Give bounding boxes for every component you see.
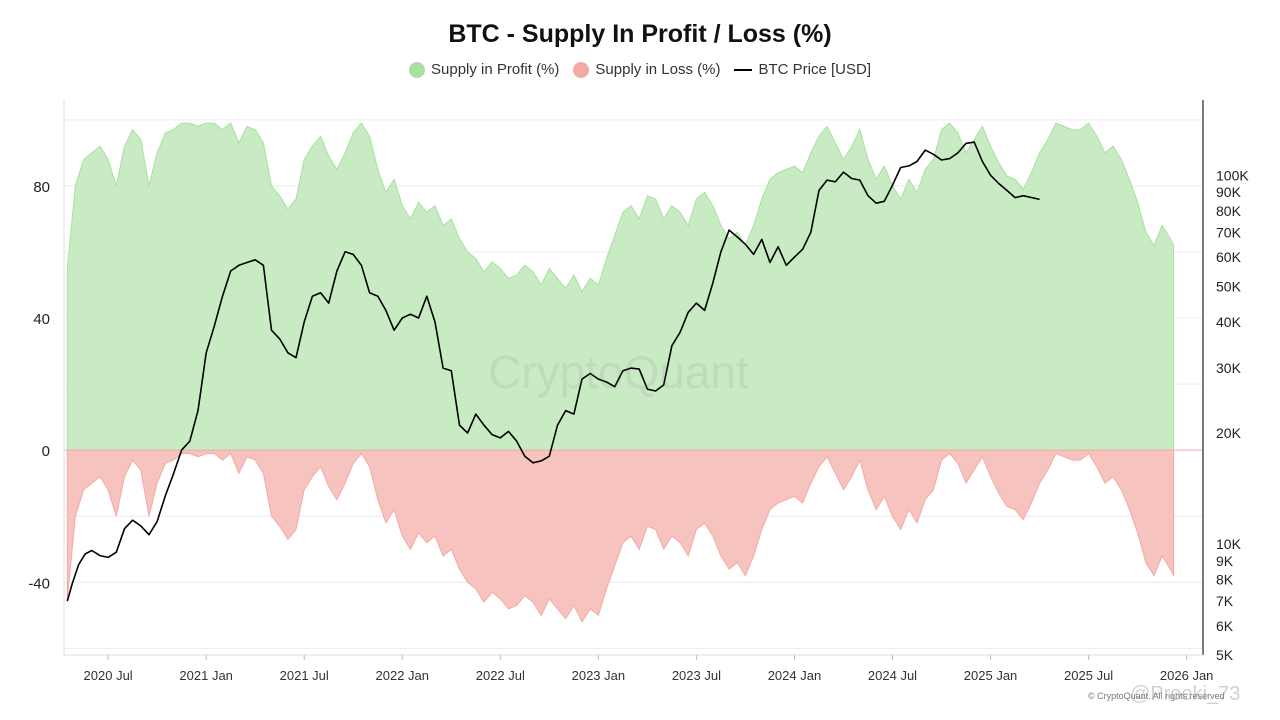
x-axis-tick-label: 2022 Jan (376, 668, 430, 683)
area-series (66, 122, 1175, 624)
right-axis-tick-label: 7K (1216, 593, 1234, 609)
legend-item-loss[interactable]: Supply in Loss (%) (573, 61, 720, 78)
x-axis-tick-label: 2025 Jan (964, 668, 1018, 683)
right-axis-tick-label: 6K (1216, 618, 1234, 634)
right-axis-tick-label: 30K (1216, 360, 1242, 376)
chart-title: BTC - Supply In Profit / Loss (%) (448, 20, 832, 48)
x-axis-tick-label: 2022 Jul (476, 668, 525, 683)
x-axis-tick-label: 2026 Jan (1160, 668, 1214, 683)
right-axis-tick-label: 80K (1216, 203, 1242, 219)
legend-label-loss: Supply in Loss (%) (595, 61, 721, 78)
left-axis-tick-label: 80 (33, 179, 50, 196)
legend-swatch-profit (409, 61, 426, 78)
copyright-credit: © CryptoQuant. All rights reserved (1088, 691, 1225, 701)
legend-swatch-loss (573, 61, 590, 78)
supply-in-profit-area (66, 122, 1175, 451)
legend-label-price: BTC Price [USD] (758, 61, 871, 78)
right-axis-tick-label: 40K (1216, 314, 1242, 330)
right-axis-tick-label: 90K (1216, 184, 1242, 200)
right-axis-tick-label: 60K (1216, 249, 1242, 265)
supply-in-loss-area (66, 449, 1175, 624)
x-axis-tick-label: 2025 Jul (1064, 668, 1113, 683)
legend-item-profit[interactable]: Supply in Profit (%) (409, 61, 559, 78)
price-series (66, 141, 1040, 602)
legend-label-profit: Supply in Profit (%) (431, 61, 560, 78)
x-axis-tick-label: 2024 Jul (868, 668, 917, 683)
x-axis-tick-label: 2023 Jul (672, 668, 721, 683)
right-axis-tick-label: 100K (1216, 167, 1249, 183)
x-axis-tick-label: 2021 Jul (280, 668, 329, 683)
x-axis-tick-label: 2021 Jan (179, 668, 233, 683)
right-axis-tick-label: 8K (1216, 572, 1234, 588)
chart-legend: Supply in Profit (%) Supply in Loss (%) … (0, 61, 1280, 78)
x-axis-tick-label: 2023 Jan (572, 668, 626, 683)
right-axis-tick-label: 10K (1216, 536, 1242, 552)
legend-item-price[interactable]: BTC Price [USD] (734, 61, 871, 78)
right-axis-tick-label: 70K (1216, 224, 1242, 240)
right-axis-tick-label: 5K (1216, 647, 1234, 663)
right-axis-tick-label: 20K (1216, 425, 1242, 441)
btc-price-line (66, 141, 1040, 602)
x-axis-tick-label: 2024 Jan (768, 668, 822, 683)
legend-swatch-price (734, 68, 753, 71)
right-axis-tick-label: 50K (1216, 278, 1242, 294)
left-axis-tick-label: 40 (33, 311, 50, 328)
left-axis-tick-label: 0 (42, 443, 50, 460)
left-axis-tick-label: -40 (28, 575, 50, 592)
x-axis-tick-label: 2020 Jul (84, 668, 133, 683)
author-handle: @Proeki_73 (1130, 683, 1241, 705)
right-axis-tick-label: 9K (1216, 553, 1234, 569)
